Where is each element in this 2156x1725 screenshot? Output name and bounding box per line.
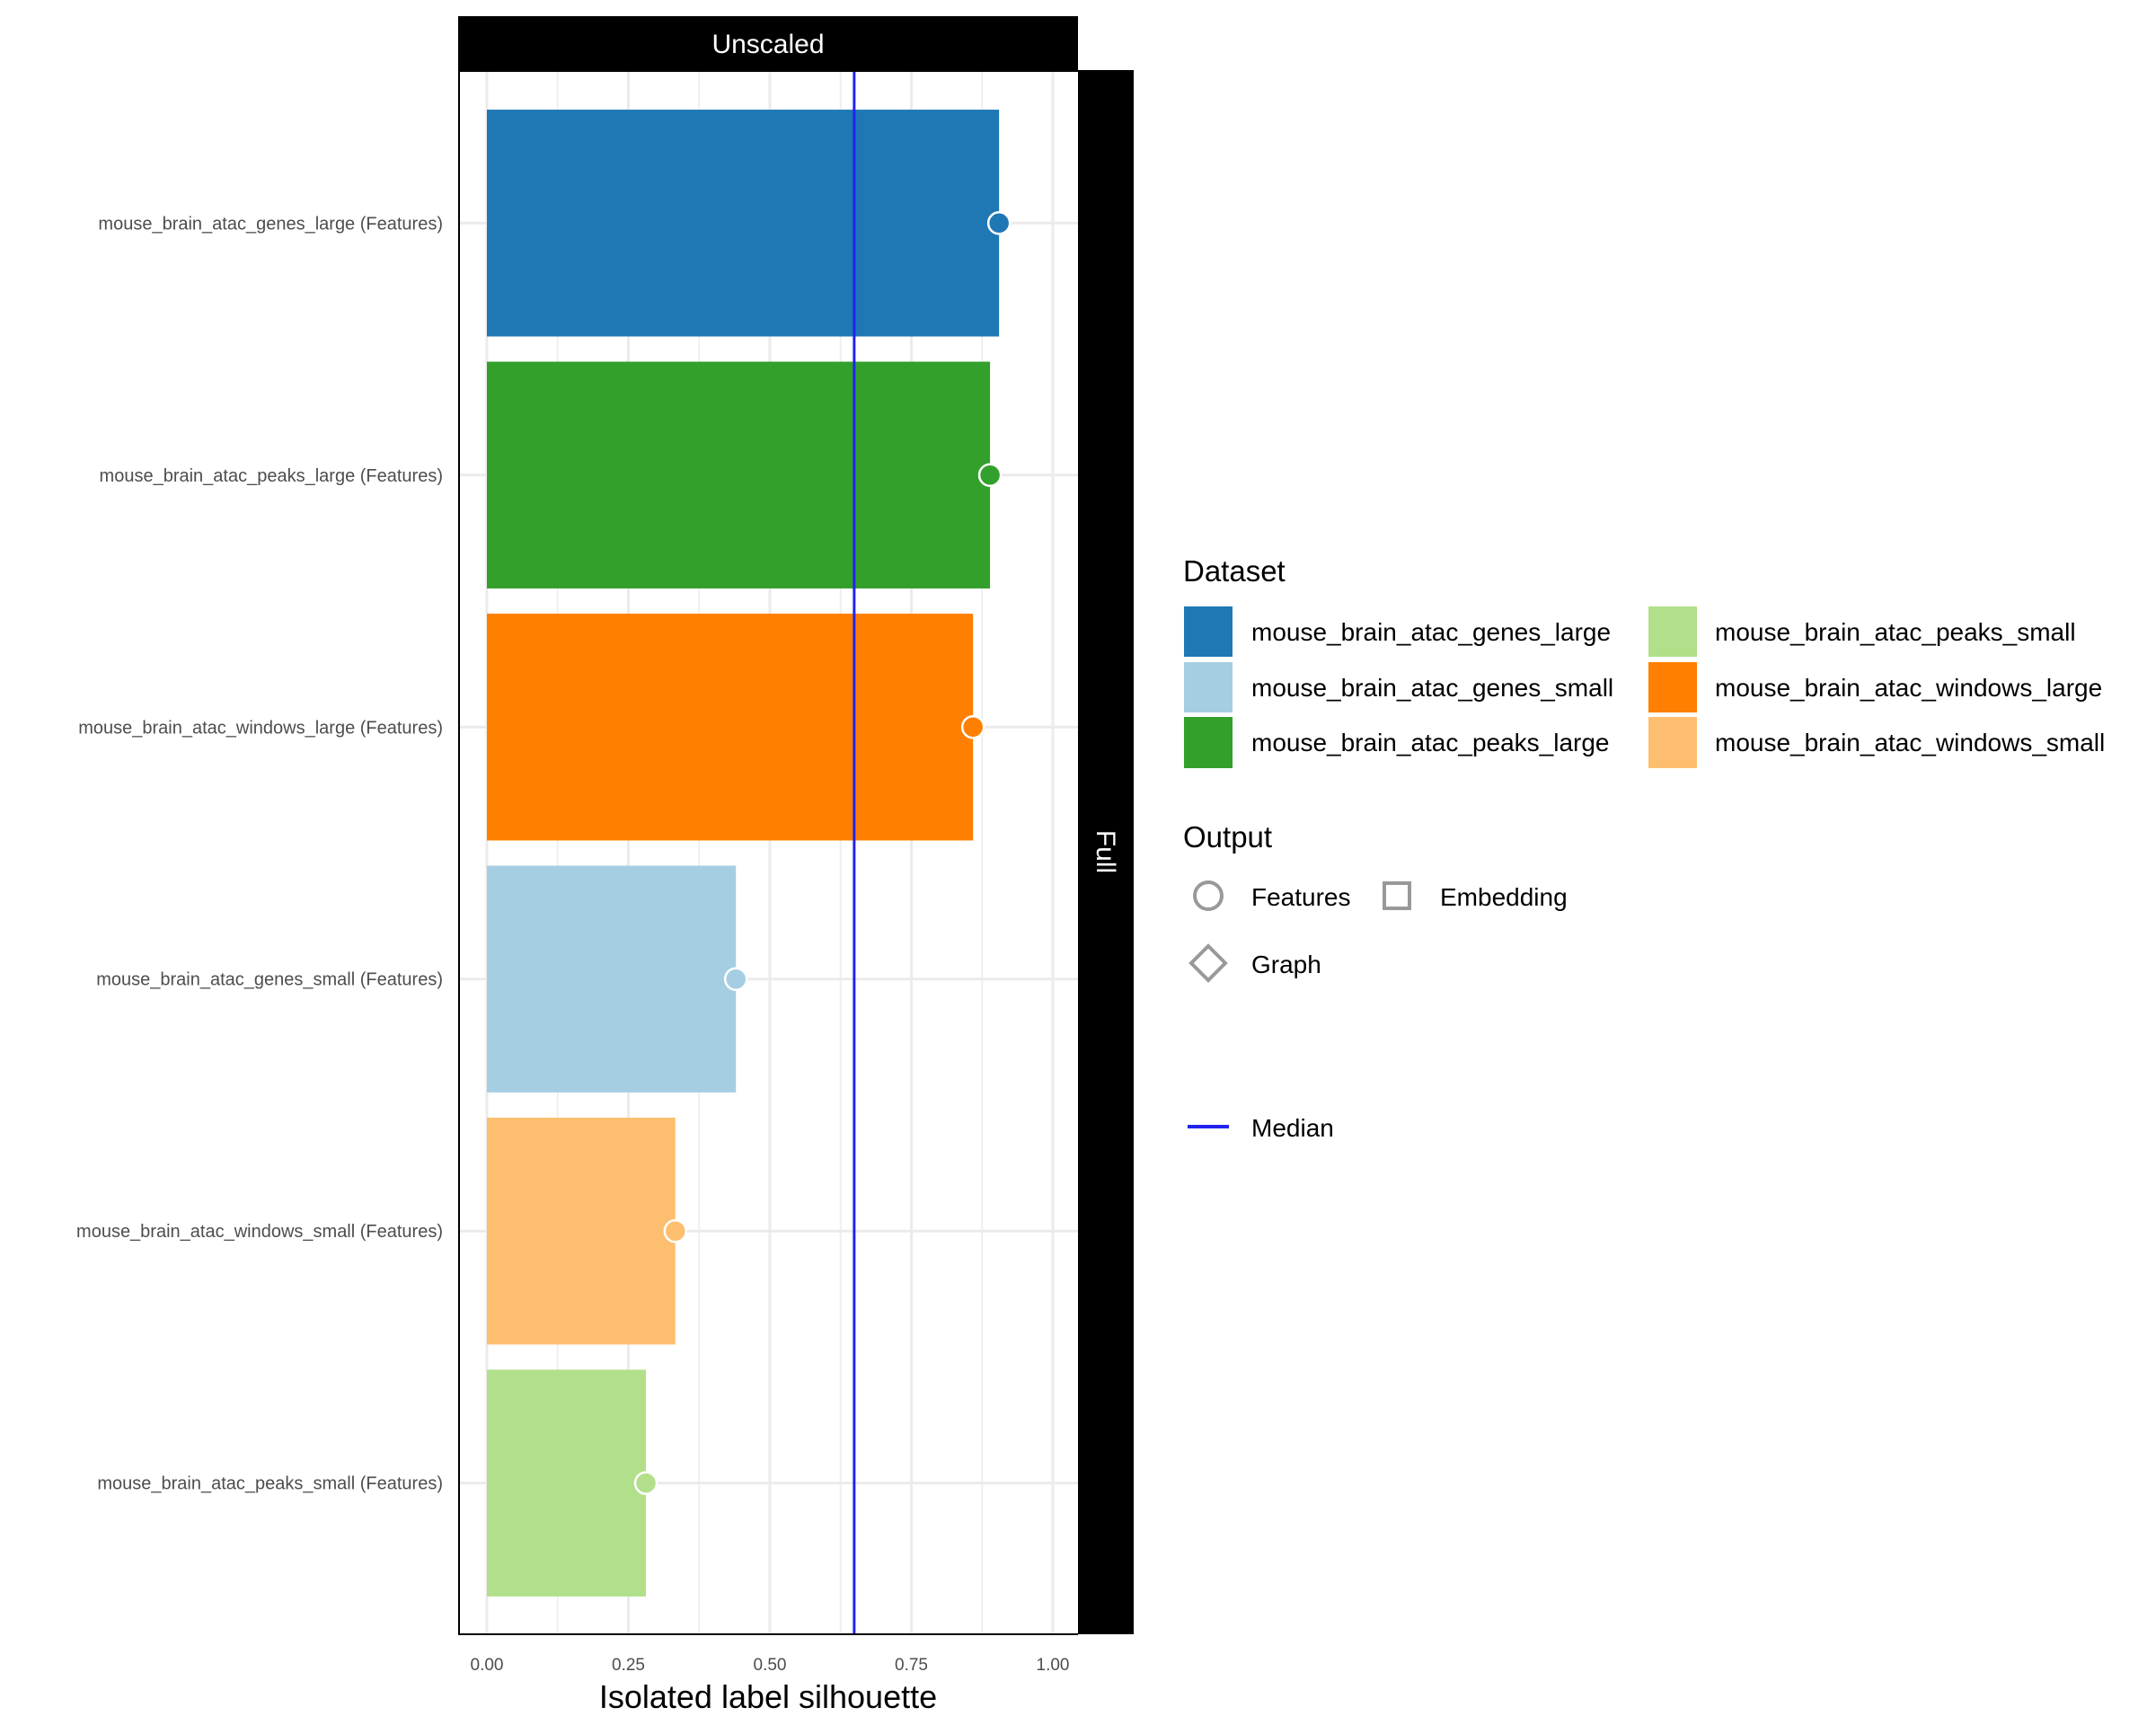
facet-strip-top: Unscaled [458, 16, 1078, 72]
legend-label: mouse_brain_atac_peaks_large [1251, 729, 1610, 756]
x-tick-labels: 0.00 0.25 0.50 0.75 1.00 [471, 1656, 1070, 1675]
legend-key [1184, 662, 1233, 712]
y-tick-label: mouse_brain_atac_genes_large (Features) [98, 214, 443, 234]
legend-label: mouse_brain_atac_peaks_small [1715, 618, 2076, 646]
legend-dataset-items: mouse_brain_atac_genes_large mouse_brain… [1184, 606, 2105, 768]
data-point [633, 1471, 658, 1495]
legend-item[interactable]: mouse_brain_atac_peaks_large [1184, 717, 1610, 768]
bar [487, 614, 974, 841]
facet-strip-right: Full [1078, 70, 1134, 1634]
data-point [986, 211, 1012, 235]
legend-item[interactable]: Features [1193, 880, 1351, 911]
y-tick-label: mouse_brain_atac_genes_small (Features) [96, 970, 443, 990]
legend-label: Graph [1251, 951, 1321, 978]
data-point [663, 1218, 688, 1243]
legend-key [1184, 717, 1233, 768]
x-tick-label: 0.00 [471, 1656, 504, 1675]
square-shape-icon [1383, 881, 1411, 910]
legend-item[interactable]: Graph [1188, 943, 1321, 983]
x-tick-label: 0.50 [754, 1656, 787, 1675]
legend-key [1184, 606, 1233, 657]
bar [487, 865, 737, 1092]
x-tick-label: 0.25 [612, 1656, 645, 1675]
y-tick-labels: mouse_brain_atac_genes_large (Features) … [76, 214, 443, 1493]
facet-strip-right-label: Full [1091, 830, 1120, 873]
data-point [977, 463, 1003, 488]
y-tick-label: mouse_brain_atac_peaks_small (Features) [97, 1474, 443, 1494]
data-point [723, 967, 748, 991]
legend-label: Median [1251, 1114, 1334, 1142]
legend-label: Embedding [1440, 883, 1568, 911]
facet-strip-right-bg [1078, 70, 1134, 1634]
legend-item[interactable]: mouse_brain_atac_windows_large [1648, 662, 2102, 712]
facet-strip-top-label: Unscaled [711, 30, 824, 59]
legend-key [1648, 662, 1697, 712]
bars [487, 110, 1000, 1597]
facet-strip-top-bg [458, 16, 1078, 72]
data-point [960, 715, 985, 739]
legend-item[interactable]: Embedding [1383, 881, 1568, 911]
legend-label: mouse_brain_atac_windows_small [1715, 729, 2105, 756]
bar [487, 1369, 647, 1597]
legend-item[interactable]: mouse_brain_atac_genes_large [1184, 606, 1611, 657]
y-tick-label: mouse_brain_atac_peaks_large (Features) [100, 466, 443, 486]
legend-label: Features [1251, 883, 1351, 911]
x-axis-title: Isolated label silhouette [599, 1678, 937, 1715]
legend-item[interactable]: mouse_brain_atac_genes_small [1184, 662, 1613, 712]
x-tick-label: 1.00 [1037, 1656, 1070, 1675]
legend: Dataset mouse_brain_atac_genes_large mou… [1183, 554, 2105, 1142]
legend-label: mouse_brain_atac_genes_large [1251, 618, 1611, 646]
legend-item[interactable]: mouse_brain_atac_peaks_small [1648, 606, 2076, 657]
diamond-shape-icon [1188, 943, 1228, 983]
plot-panel [458, 72, 1078, 1635]
legend-item[interactable]: mouse_brain_atac_windows_small [1648, 717, 2105, 768]
y-tick-label: mouse_brain_atac_windows_small (Features… [76, 1222, 443, 1242]
legend-output-title: Output [1183, 820, 1272, 854]
bar [487, 1118, 676, 1345]
legend-label: mouse_brain_atac_windows_large [1715, 674, 2102, 702]
circle-shape-icon [1193, 880, 1224, 911]
legend-dataset-title: Dataset [1183, 554, 1286, 588]
y-tick-label: mouse_brain_atac_windows_large (Features… [78, 718, 443, 738]
legend-label: mouse_brain_atac_genes_small [1251, 674, 1613, 702]
legend-item[interactable]: Median [1188, 1114, 1334, 1142]
legend-key [1648, 717, 1697, 768]
points [633, 211, 1012, 1495]
bar [487, 361, 991, 588]
bar [487, 110, 1000, 337]
x-tick-label: 0.75 [895, 1656, 928, 1675]
legend-key [1648, 606, 1697, 657]
